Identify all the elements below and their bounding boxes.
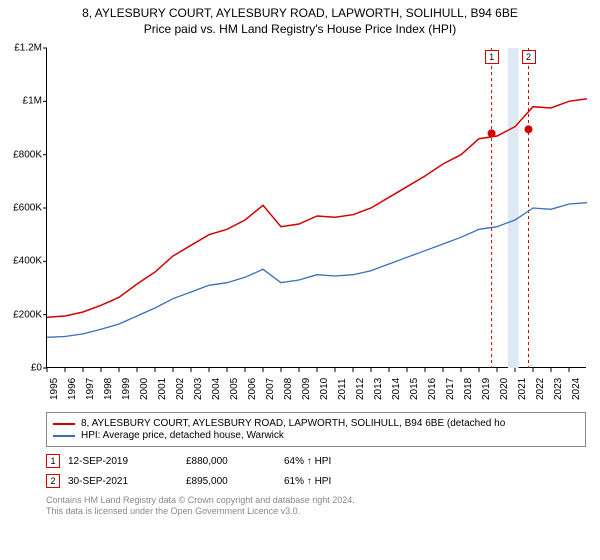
x-tick-label: 1997: [85, 378, 96, 400]
x-tick-label: 2018: [463, 378, 474, 400]
sale-date: 30-SEP-2021: [68, 476, 178, 487]
y-tick-label: £1.2M: [14, 43, 42, 54]
x-tick-label: 2004: [211, 378, 222, 400]
chart-title: 8, AYLESBURY COURT, AYLESBURY ROAD, LAPW…: [10, 6, 590, 20]
chart-container: 8, AYLESBURY COURT, AYLESBURY ROAD, LAPW…: [0, 0, 600, 560]
x-tick-label: 2020: [499, 378, 510, 400]
y-tick-label: £0: [31, 363, 42, 374]
attribution-line-2: This data is licensed under the Open Gov…: [46, 506, 590, 517]
x-tick-label: 2015: [409, 378, 420, 400]
legend-box: 8, AYLESBURY COURT, AYLESBURY ROAD, LAPW…: [46, 412, 586, 447]
x-tick-label: 1996: [67, 378, 78, 400]
x-tick-label: 2014: [391, 378, 402, 400]
x-tick-label: 2003: [193, 378, 204, 400]
sale-price: £895,000: [186, 476, 276, 487]
sale-date: 12-SEP-2019: [68, 456, 178, 467]
x-tick-label: 2021: [517, 378, 528, 400]
attribution-line-1: Contains HM Land Registry data © Crown c…: [46, 495, 590, 506]
callout-label: 1: [485, 50, 499, 64]
x-tick-label: 2024: [571, 378, 582, 400]
title-block: 8, AYLESBURY COURT, AYLESBURY ROAD, LAPW…: [0, 0, 600, 40]
chart-subtitle: Price paid vs. HM Land Registry's House …: [10, 22, 590, 36]
x-tick-label: 2005: [229, 378, 240, 400]
sales-table: 1 12-SEP-2019 £880,000 64% ↑ HPI 2 30-SEP-202…: [46, 451, 586, 491]
y-tick-label: £400K: [13, 256, 42, 267]
x-tick-label: 2009: [301, 378, 312, 400]
sale-row: 1 12-SEP-2019 £880,000 64% ↑ HPI: [46, 451, 586, 471]
x-tick-label: 2011: [337, 378, 348, 400]
sale-price: £880,000: [186, 456, 276, 467]
legend-text: 8, AYLESBURY COURT, AYLESBURY ROAD, LAPW…: [81, 418, 505, 429]
x-tick-label: 2006: [247, 378, 258, 400]
x-tick-label: 2012: [355, 378, 366, 400]
x-tick-label: 2022: [535, 378, 546, 400]
x-tick-label: 2008: [283, 378, 294, 400]
plot-svg: 12: [47, 48, 587, 368]
x-tick-label: 2013: [373, 378, 384, 400]
chart-area: £0£200K£400K£600K£800K£1M£1.2M 12 199519…: [6, 40, 594, 410]
x-tick-label: 2007: [265, 378, 276, 400]
x-tick-label: 2001: [157, 378, 168, 400]
sale-badge: 2: [46, 474, 60, 488]
sale-pct: 64% ↑ HPI: [284, 456, 394, 467]
legend-swatch: [53, 423, 75, 425]
legend-row: 8, AYLESBURY COURT, AYLESBURY ROAD, LAPW…: [53, 418, 579, 429]
sale-pct: 61% ↑ HPI: [284, 476, 394, 487]
x-axis-labels: 1995 1996 1997 1998 1999 2000 2001 2002 2003 2004…: [46, 372, 586, 406]
legend-text: HPI: Average price, detached house, Warw…: [81, 430, 284, 441]
x-tick-label: 1999: [121, 378, 132, 400]
y-tick-label: £1M: [23, 96, 42, 107]
y-tick-label: £200K: [13, 309, 42, 320]
x-tick-label: 2002: [175, 378, 186, 400]
plot-area: 12: [46, 48, 586, 368]
x-tick-label: 2000: [139, 378, 150, 400]
sale-badge: 1: [46, 454, 60, 468]
legend-row: HPI: Average price, detached house, Warw…: [53, 430, 579, 441]
callout-label: 2: [522, 50, 536, 64]
x-tick-label: 2019: [481, 378, 492, 400]
x-tick-label: 1998: [103, 378, 114, 400]
x-tick-label: 2016: [427, 378, 438, 400]
y-tick-label: £800K: [13, 149, 42, 160]
x-tick-label: 2023: [553, 378, 564, 400]
y-tick-label: £600K: [13, 203, 42, 214]
x-tick-label: 2017: [445, 378, 456, 400]
x-tick-label: 1995: [49, 378, 60, 400]
attribution-text: Contains HM Land Registry data © Crown c…: [46, 495, 590, 518]
x-tick-label: 2010: [319, 378, 330, 400]
sale-row: 2 30-SEP-2021 £895,000 61% ↑ HPI: [46, 471, 586, 491]
legend-swatch: [53, 435, 75, 437]
